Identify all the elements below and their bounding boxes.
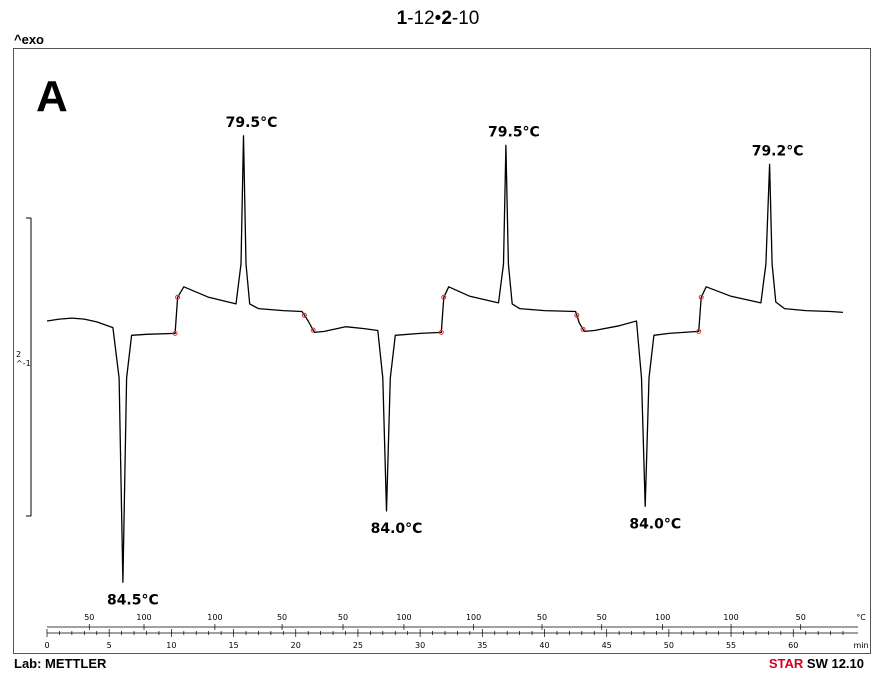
temperature-tick-label: 100 [655, 613, 670, 622]
step-marker [698, 294, 704, 300]
time-tick-label: 5 [107, 641, 112, 650]
step-marker [441, 294, 447, 300]
title-part-2: -12• [407, 8, 442, 29]
step-marker [172, 330, 178, 336]
panel-letter: A [36, 72, 68, 121]
plot-frame [13, 48, 871, 654]
time-tick-label: 55 [726, 641, 736, 650]
step-marker [574, 312, 580, 318]
step-marker [696, 328, 702, 334]
heat-flow-line [46, 135, 844, 583]
peak-label-endo: 84.0°C [629, 516, 681, 532]
step-marker [580, 326, 586, 332]
peak-label-exo: 79.2°C [752, 143, 804, 159]
time-tick-label: 0 [44, 641, 49, 650]
step-marker [438, 329, 444, 335]
title-part-4: -10 [451, 8, 480, 29]
scale-bar [26, 217, 32, 517]
temperature-tick-label: 100 [207, 613, 222, 622]
time-tick-label: 40 [539, 641, 549, 650]
step-markers [172, 294, 704, 336]
time-tick-label: 10 [166, 641, 176, 650]
title-part-1: 1 [396, 8, 408, 29]
temperature-tick-label: 50 [277, 613, 287, 622]
brand-star: STAR [768, 656, 804, 671]
scale-bar-label-line2: ^-1 [16, 359, 31, 368]
lab-label: Lab: METTLER [14, 656, 107, 671]
temperature-tick-label: 100 [466, 613, 481, 622]
peak-label-endo: 84.5°C [107, 592, 159, 608]
time-tick-label: 35 [477, 641, 487, 650]
peak-label-exo: 79.5°C [488, 124, 540, 140]
time-tick-label: 20 [291, 641, 301, 650]
time-unit-label: min [853, 641, 868, 650]
peak-labels: 84.5°C 79.5°C 84.0°C 79.5°C 84.0°C 79.2°C [107, 115, 804, 609]
time-tick-label: 15 [228, 641, 238, 650]
temperature-unit-label: °C [856, 613, 866, 622]
time-tick-label: 45 [602, 641, 612, 650]
step-marker [310, 327, 316, 333]
time-axis: 0 5 10 15 20 25 30 35 40 45 50 55 60 min 50 100 100 50 50 1… [44, 613, 868, 650]
temperature-tick-label: 100 [136, 613, 151, 622]
software-brand: STAR SW 12.10 [769, 656, 864, 671]
heat-flow-trace [46, 135, 844, 583]
step-marker [175, 294, 181, 300]
temperature-tick-label: 100 [396, 613, 411, 622]
title-part-3: 2 [441, 8, 452, 29]
exo-direction-label: ^exo [14, 32, 44, 47]
time-tick-label: 25 [353, 641, 363, 650]
scale-bar-label: 2 ^-1 [16, 350, 31, 368]
scale-bar-label-line1: 2 [16, 350, 22, 359]
temperature-tick-label: 50 [597, 613, 607, 622]
temperature-tick-label: 100 [723, 613, 738, 622]
brand-version: SW 12.10 [803, 656, 864, 671]
peak-label-exo: 79.5°C [226, 115, 278, 131]
peak-label-endo: 84.0°C [371, 521, 423, 537]
chart-title: 1-12•2-10 [0, 8, 876, 30]
temperature-tick-label: 50 [796, 613, 806, 622]
temperature-tick-label: 50 [338, 613, 348, 622]
step-marker [301, 312, 307, 318]
time-tick-label: 30 [415, 641, 425, 650]
temperature-tick-label: 50 [84, 613, 94, 622]
temperature-tick-label: 50 [537, 613, 547, 622]
time-tick-label: 50 [664, 641, 674, 650]
time-tick-label: 60 [788, 641, 798, 650]
